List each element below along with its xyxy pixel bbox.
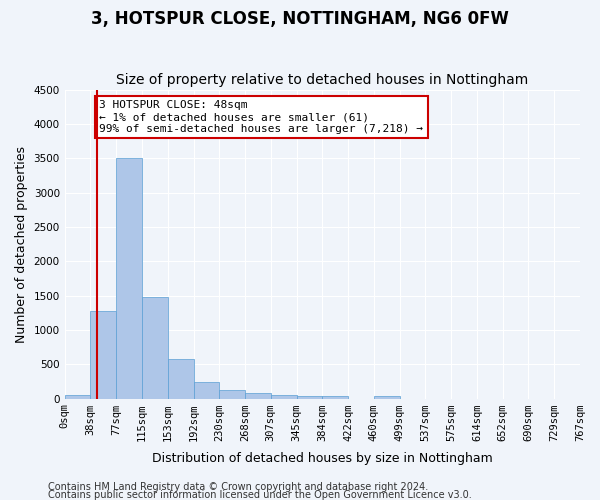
Bar [296, 396, 322, 398]
Y-axis label: Number of detached properties: Number of detached properties [15, 146, 28, 342]
Bar [271, 395, 296, 398]
X-axis label: Distribution of detached houses by size in Nottingham: Distribution of detached houses by size … [152, 452, 493, 465]
Text: Contains public sector information licensed under the Open Government Licence v3: Contains public sector information licen… [48, 490, 472, 500]
Bar [193, 382, 219, 398]
Bar [245, 394, 271, 398]
Bar [322, 396, 348, 398]
Text: 3, HOTSPUR CLOSE, NOTTINGHAM, NG6 0FW: 3, HOTSPUR CLOSE, NOTTINGHAM, NG6 0FW [91, 10, 509, 28]
Title: Size of property relative to detached houses in Nottingham: Size of property relative to detached ho… [116, 73, 529, 87]
Text: Contains HM Land Registry data © Crown copyright and database right 2024.: Contains HM Land Registry data © Crown c… [48, 482, 428, 492]
Text: 3 HOTSPUR CLOSE: 48sqm
← 1% of detached houses are smaller (61)
99% of semi-deta: 3 HOTSPUR CLOSE: 48sqm ← 1% of detached … [100, 100, 424, 134]
Bar [168, 358, 193, 399]
Bar [219, 390, 245, 398]
Bar [65, 395, 91, 398]
Bar [374, 396, 400, 398]
Bar [116, 158, 142, 398]
Bar [142, 297, 168, 398]
Bar [91, 310, 116, 398]
